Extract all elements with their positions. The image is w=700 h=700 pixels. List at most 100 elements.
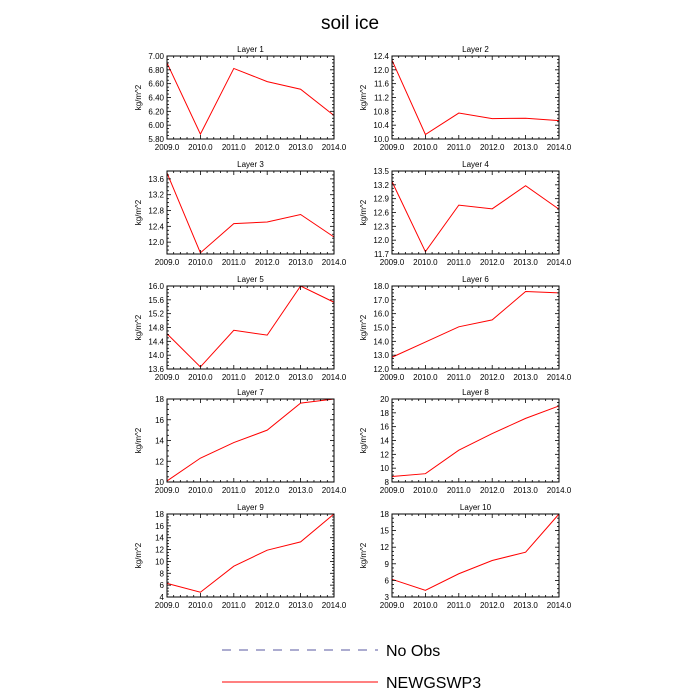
panel-layer-5: Layer 5 2009.0 2010.0 2011.0 2012.0 2013.0 201… <box>134 275 347 382</box>
plot-frame <box>166 398 335 483</box>
panel-title: Layer 5 <box>237 275 264 284</box>
x-tick-label: 2009.0 <box>155 486 180 495</box>
x-tick-label: 2009.0 <box>380 143 405 152</box>
y-tick-label: 16.0 <box>148 282 164 291</box>
y-tick-label: 6 <box>385 576 390 585</box>
x-tick-label: 2014.0 <box>547 143 572 152</box>
y-tick-label: 18 <box>380 510 389 519</box>
series-line-newgswp3 <box>391 513 560 591</box>
y-tick-label: 16 <box>380 423 389 432</box>
x-tick-label: 2012.0 <box>255 373 280 382</box>
x-tick-label: 2013.0 <box>513 258 538 267</box>
x-tick-label: 2012.0 <box>255 143 280 152</box>
panel-title: Layer 7 <box>237 388 264 397</box>
y-tick-label: 6.00 <box>148 121 164 130</box>
y-tick-label: 14.4 <box>148 337 164 346</box>
y-tick-label: 11.6 <box>374 80 390 89</box>
x-tick-label: 2011.0 <box>222 258 246 267</box>
series-line-newgswp3 <box>166 398 335 482</box>
y-axis-label: kg/m^2 <box>134 199 143 225</box>
series-line-newgswp3 <box>391 291 560 358</box>
y-tick-label: 12.9 <box>373 195 389 204</box>
x-tick-label: 2012.0 <box>255 486 280 495</box>
x-tick-label: 2014.0 <box>322 258 347 267</box>
y-axis-label: kg/m^2 <box>359 84 368 110</box>
y-tick-label: 8 <box>160 569 165 578</box>
y-tick-label: 14.0 <box>373 337 389 346</box>
x-tick-label: 2013.0 <box>513 373 538 382</box>
panel-layer-1: Layer 1 2009.0 2010.0 2011.0 2012.0 2013.0 201… <box>134 45 347 152</box>
y-tick-label: 6.80 <box>148 66 164 75</box>
y-axis-label: kg/m^2 <box>134 427 143 453</box>
plot-frame <box>166 170 335 255</box>
x-tick-label: 2012.0 <box>480 258 505 267</box>
series-line-newgswp3 <box>166 172 335 254</box>
x-tick-label: 2010.0 <box>188 486 213 495</box>
y-axis-label: kg/m^2 <box>359 542 368 568</box>
plot-frame <box>391 170 560 255</box>
x-tick-label: 2009.0 <box>155 258 180 267</box>
y-tick-label: 16.0 <box>373 310 389 319</box>
y-tick-label: 13.2 <box>148 191 164 200</box>
x-tick-label: 2012.0 <box>480 486 505 495</box>
y-tick-label: 12.6 <box>373 209 389 218</box>
y-tick-label: 14 <box>155 437 164 446</box>
x-tick-label: 2011.0 <box>447 143 471 152</box>
panel-title: Layer 10 <box>460 503 492 512</box>
x-tick-label: 2011.0 <box>222 373 246 382</box>
y-tick-label: 18.0 <box>373 282 389 291</box>
legend-label-newgswp3: NEWGSWP3 <box>386 675 481 692</box>
x-tick-label: 2013.0 <box>513 601 538 610</box>
y-tick-label: 14 <box>380 437 389 446</box>
x-tick-label: 2014.0 <box>547 373 572 382</box>
y-tick-label: 13.5 <box>373 167 389 176</box>
x-tick-label: 2010.0 <box>413 486 438 495</box>
y-tick-label: 12 <box>380 450 389 459</box>
x-tick-label: 2012.0 <box>480 143 505 152</box>
x-tick-label: 2014.0 <box>547 601 572 610</box>
y-axis-label: kg/m^2 <box>359 427 368 453</box>
x-tick-label: 2009.0 <box>155 143 180 152</box>
y-tick-label: 15 <box>380 527 389 536</box>
y-tick-label: 13.6 <box>148 365 164 374</box>
x-tick-label: 2011.0 <box>447 258 471 267</box>
x-tick-label: 2012.0 <box>480 373 505 382</box>
x-tick-label: 2010.0 <box>188 601 213 610</box>
x-tick-label: 2009.0 <box>155 373 180 382</box>
x-tick-label: 2011.0 <box>447 486 471 495</box>
y-tick-label: 16 <box>155 522 164 531</box>
y-tick-label: 10.0 <box>373 135 389 144</box>
plot-frame <box>391 285 560 370</box>
y-tick-label: 12.0 <box>373 236 389 245</box>
y-tick-label: 10.4 <box>373 121 389 130</box>
y-tick-label: 13.0 <box>373 351 389 360</box>
x-tick-label: 2009.0 <box>380 373 405 382</box>
panel-title: Layer 9 <box>237 503 264 512</box>
x-tick-label: 2013.0 <box>513 486 538 495</box>
x-tick-label: 2010.0 <box>188 143 213 152</box>
series-line-newgswp3 <box>166 62 335 136</box>
x-tick-label: 2010.0 <box>413 143 438 152</box>
x-tick-label: 2014.0 <box>322 601 347 610</box>
x-tick-label: 2011.0 <box>222 143 246 152</box>
y-tick-label: 16 <box>155 416 164 425</box>
x-tick-label: 2011.0 <box>447 601 471 610</box>
panel-layer-6: Layer 6 2009.0 2010.0 2011.0 2012.0 2013.0 201… <box>359 275 572 382</box>
y-tick-label: 11.2 <box>374 94 390 103</box>
series-line-newgswp3 <box>166 285 335 368</box>
y-tick-label: 7.00 <box>148 52 164 61</box>
panel-layer-10: Layer 10 2009.0 2010.0 2011.0 2012.0 2013.0 20… <box>359 503 572 610</box>
x-tick-label: 2010.0 <box>413 601 438 610</box>
x-tick-label: 2011.0 <box>222 486 246 495</box>
panel-layer-3: Layer 3 2009.0 2010.0 2011.0 2012.0 2013.0 201… <box>134 160 347 267</box>
x-tick-label: 2013.0 <box>288 486 313 495</box>
x-tick-label: 2012.0 <box>255 601 280 610</box>
x-tick-label: 2011.0 <box>222 601 246 610</box>
y-tick-label: 5.80 <box>148 135 164 144</box>
y-tick-label: 15.2 <box>148 310 164 319</box>
x-tick-label: 2013.0 <box>288 258 313 267</box>
chart-title: soil ice <box>321 13 379 34</box>
y-tick-label: 6 <box>160 581 165 590</box>
x-tick-label: 2014.0 <box>322 143 347 152</box>
